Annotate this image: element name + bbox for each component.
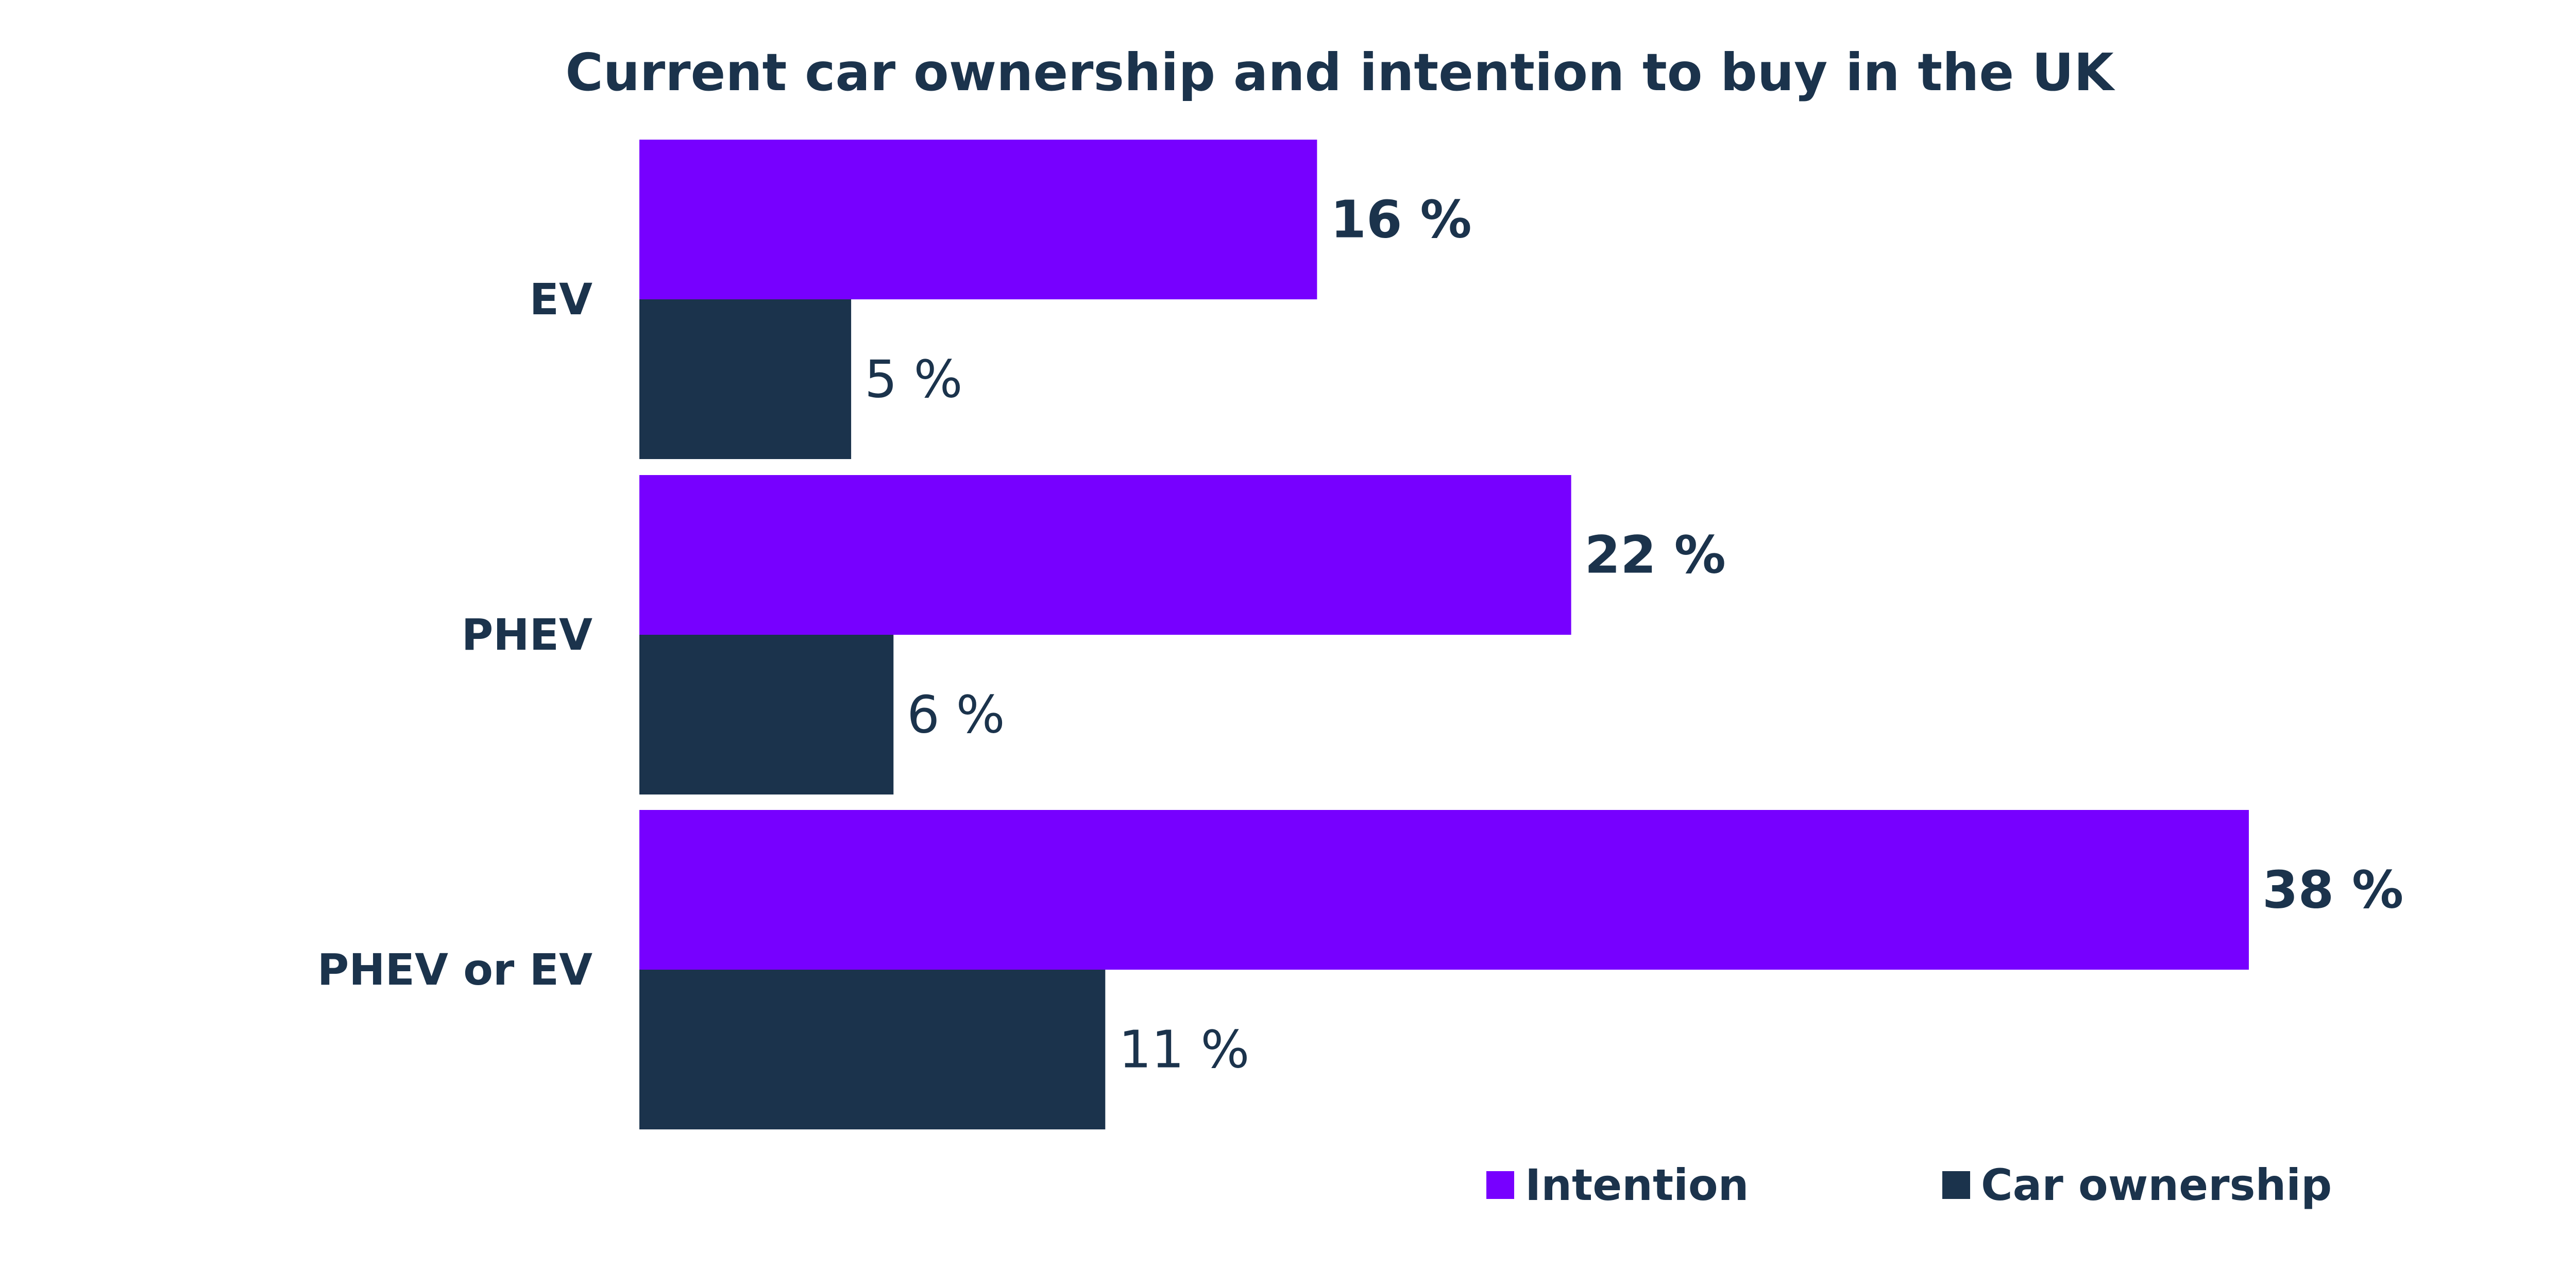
bar-car-ownership-ev: [639, 299, 852, 459]
bar-car-ownership-phev: [639, 635, 894, 794]
bar-intention-phev-or-ev: [639, 810, 2249, 970]
legend: Intention Car ownership: [1486, 1160, 2332, 1210]
bar-car-ownership-phev-or-ev: [639, 970, 1106, 1129]
bar-intention-ev: [639, 140, 1317, 299]
category-label-phev-or-ev: PHEV or EV: [317, 944, 592, 995]
data-label-car-ownership-phev: 6 %: [907, 685, 1005, 745]
bar-intention-phev: [639, 475, 1571, 635]
category-label-ev: EV: [530, 274, 592, 325]
category-label-phev: PHEV: [462, 610, 592, 660]
legend-swatch-intention: [1486, 1171, 1514, 1199]
legend-label-intention: Intention: [1525, 1160, 1749, 1210]
data-label-car-ownership-ev: 5 %: [865, 349, 962, 410]
legend-swatch-car-ownership: [1942, 1171, 1970, 1199]
data-label-intention-phev: 22 %: [1585, 525, 1726, 585]
legend-label-car-ownership: Car ownership: [1981, 1160, 2332, 1210]
labels-layer: EV 16 % 5 % PHEV 22 % 6 % PHEV or EV 38 % 11 %: [317, 190, 2403, 1080]
data-label-car-ownership-phev-or-ev: 11 %: [1118, 1020, 1249, 1080]
data-label-intention-ev: 16 %: [1330, 190, 1471, 250]
chart-title: Current car ownership and intention to b…: [565, 42, 2115, 103]
data-label-intention-phev-or-ev: 38 %: [2262, 860, 2403, 920]
bars-layer: [639, 140, 2249, 1129]
